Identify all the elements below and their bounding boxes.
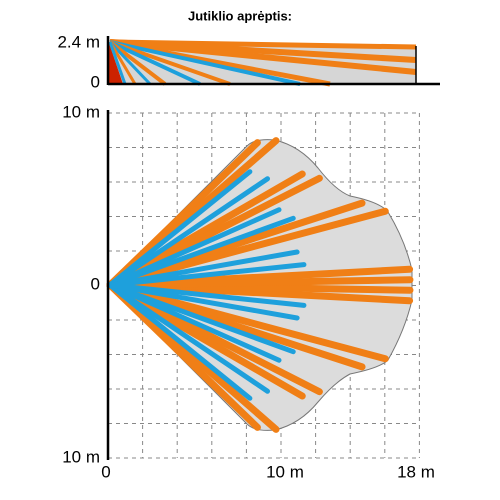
x-label: 18 m <box>397 462 435 481</box>
title: Jutiklio aprėptis: <box>188 8 292 23</box>
side-beam <box>108 41 127 85</box>
side-beams <box>108 39 417 87</box>
beam <box>107 215 296 288</box>
y-bottom-label: 10 m <box>62 447 100 466</box>
beam <box>107 282 296 355</box>
side-beam <box>109 40 201 86</box>
beam <box>107 282 253 401</box>
beam <box>106 276 414 289</box>
beam <box>107 262 307 288</box>
side-beam <box>108 40 152 86</box>
beam <box>106 207 389 289</box>
side-beam <box>108 40 167 86</box>
side-beam <box>109 39 417 75</box>
side-top-label: 2.4 m <box>57 32 100 51</box>
top-view: 10 m 0 10 m 0 10 m 18 m <box>62 102 435 481</box>
side-beam <box>109 40 231 86</box>
side-bottom-label: 0 <box>91 72 100 91</box>
x-label: 10 m <box>266 462 304 481</box>
beam <box>107 176 271 288</box>
beam <box>107 282 271 394</box>
y-top-label: 10 m <box>62 102 100 121</box>
beams <box>106 137 414 433</box>
side-view: 2.4 m 0 <box>57 32 440 91</box>
beam <box>107 282 307 308</box>
side-beam <box>108 41 137 85</box>
beam <box>106 281 389 363</box>
y-middle-label: 0 <box>91 274 100 293</box>
x-label: 0 <box>101 462 110 481</box>
side-beam <box>109 40 301 86</box>
beam <box>107 169 253 288</box>
